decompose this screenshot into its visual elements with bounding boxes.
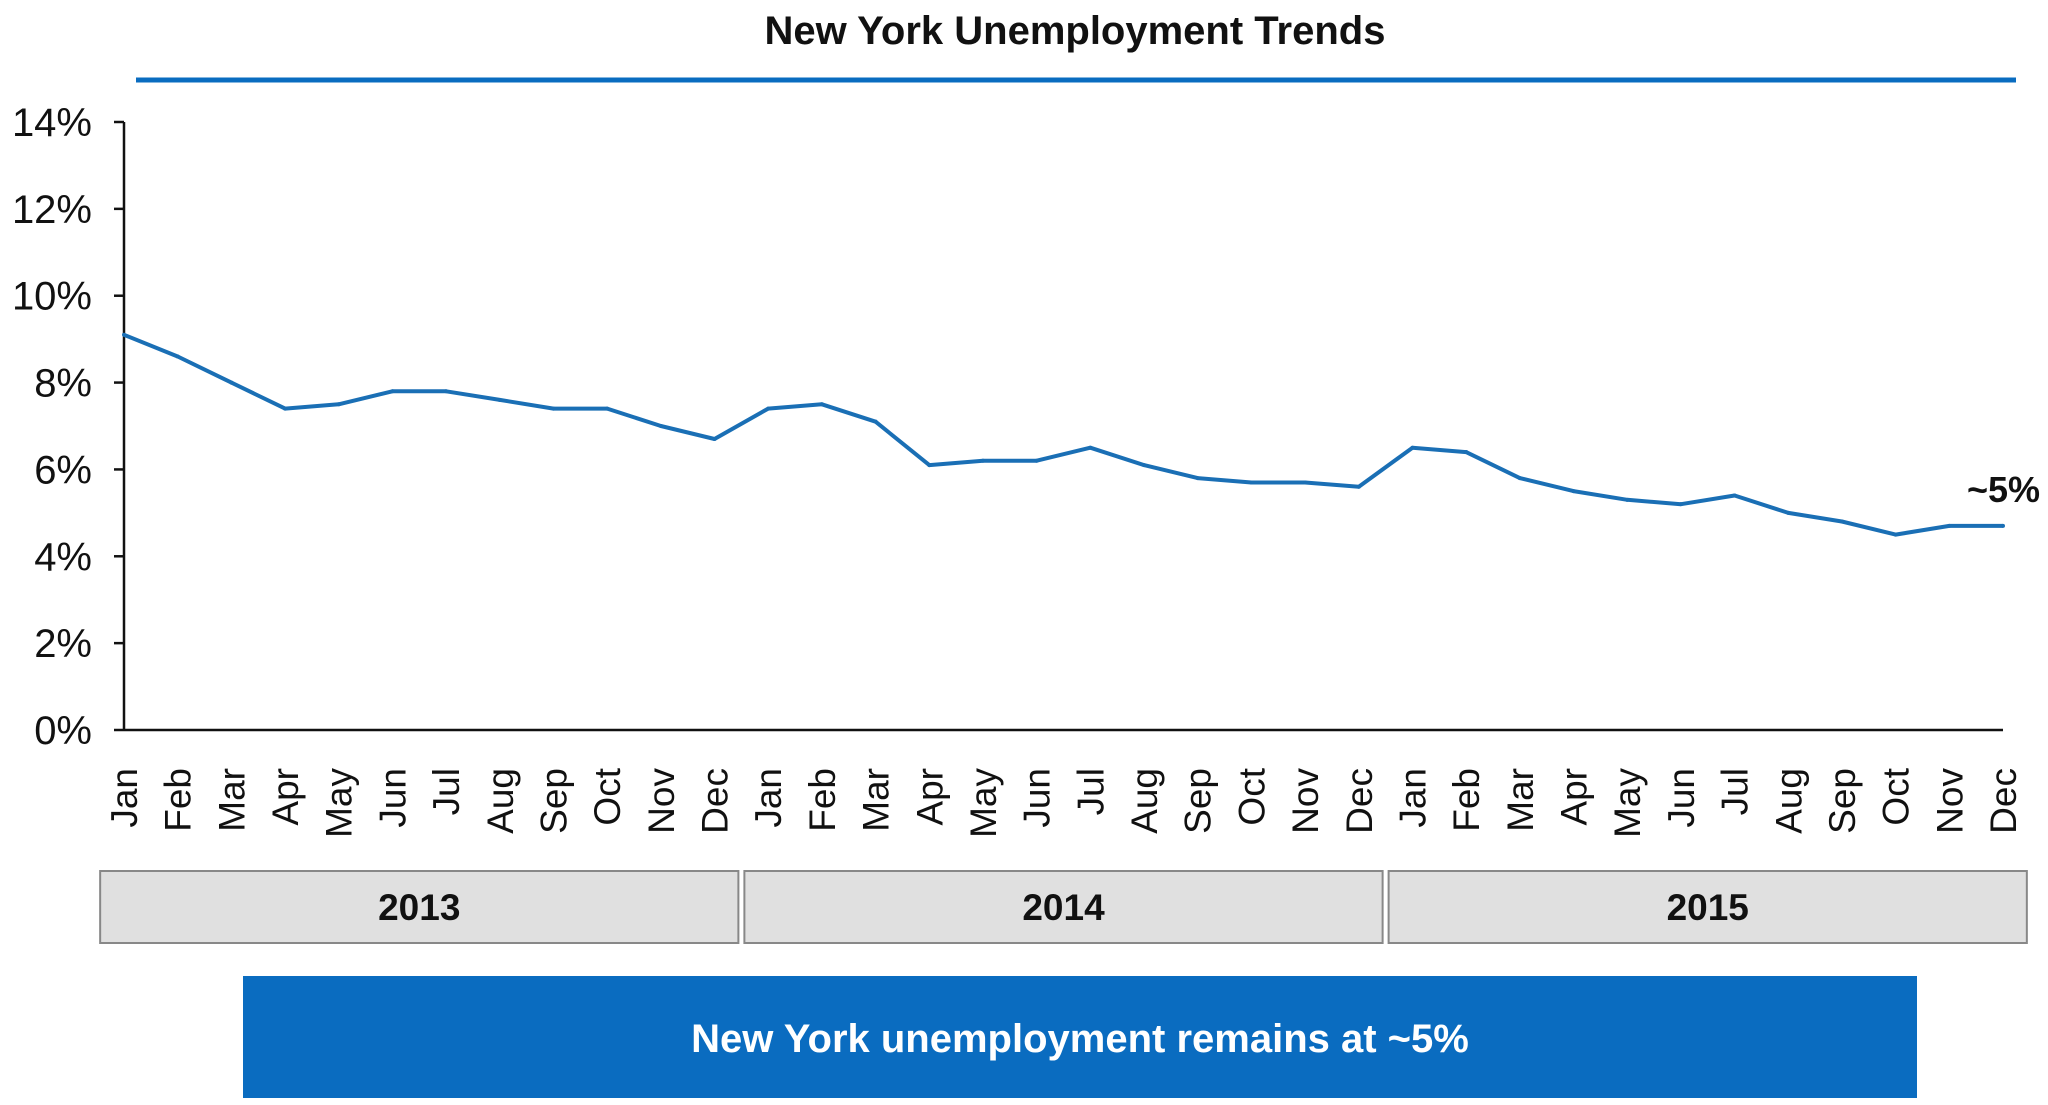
y-tick-label: 14%	[12, 101, 92, 145]
series-line	[123, 332, 2003, 537]
data-point	[1464, 450, 1469, 455]
x-tick-label: Mar	[856, 768, 897, 832]
x-tick-label: Aug	[480, 768, 521, 834]
data-point	[497, 397, 502, 402]
data-point	[122, 332, 126, 337]
x-tick-label: Oct	[1876, 767, 1917, 825]
x-axis: Jan Feb Mar Apr May Jun Jul Aug Sep Oct Nov Dec Jan F…	[104, 728, 2024, 838]
x-tick-label: Feb	[1446, 768, 1487, 832]
data-point	[1571, 489, 1576, 494]
data-point	[1249, 480, 1254, 485]
series-line-group	[122, 332, 2005, 537]
x-tick-label: Dec	[1983, 768, 2024, 834]
x-tick-label: Jan	[1392, 768, 1433, 828]
data-point	[819, 402, 824, 407]
data-point	[605, 406, 610, 411]
x-tick-label: Jul	[426, 768, 467, 815]
y-tick-label: 2%	[34, 622, 92, 666]
data-point	[766, 406, 771, 411]
year-bands: 2013 2014 2015	[99, 870, 2028, 944]
data-point	[283, 406, 288, 411]
year-label: 2014	[1022, 887, 1105, 928]
data-point	[980, 458, 985, 463]
data-point	[1947, 523, 1952, 528]
data-point	[712, 437, 717, 442]
data-point	[336, 402, 341, 407]
y-tick-label: 0%	[34, 709, 92, 753]
data-point	[873, 419, 878, 424]
x-tick-label: May	[1607, 768, 1648, 838]
x-tick-label: Jun	[1661, 768, 1702, 828]
data-point	[1088, 445, 1093, 450]
x-tick-label: Nov	[641, 768, 682, 834]
x-tick-label: Apr	[1554, 768, 1595, 826]
callout-group: New York unemployment remains at ~5%	[243, 976, 1917, 1098]
data-point	[551, 406, 556, 411]
x-tick-label: May	[963, 768, 1004, 838]
data-point	[1410, 445, 1415, 450]
x-tick-label: Jul	[1715, 768, 1756, 815]
x-tick-label: Apr	[265, 768, 306, 826]
y-tick-label: 10%	[12, 275, 92, 319]
year-band	[1387, 870, 2028, 944]
y-tick-label: 12%	[12, 188, 92, 232]
x-tick-label: Oct	[587, 767, 628, 825]
y-tick-label: 6%	[34, 448, 92, 492]
data-point	[1303, 480, 1308, 485]
data-point	[1142, 463, 1147, 468]
data-point	[444, 389, 449, 394]
x-tick-label: Jan	[104, 768, 145, 828]
data-point	[1356, 484, 1361, 489]
x-tick-label: Feb	[158, 768, 199, 832]
year-label: 2015	[1667, 887, 1749, 928]
x-tick-label: Jun	[1017, 768, 1058, 828]
x-tick-label: Mar	[1500, 768, 1541, 832]
data-point	[1625, 497, 1630, 502]
x-tick-label: Oct	[1231, 767, 1272, 825]
annotation-group: ~5%	[1967, 469, 2040, 510]
data-point	[927, 463, 932, 468]
x-tick-label: Feb	[802, 768, 843, 832]
data-point	[390, 389, 395, 394]
x-tick-label: Jan	[748, 768, 789, 828]
x-tick-label: Mar	[211, 768, 252, 832]
data-point	[1517, 476, 1522, 481]
x-tick-label: Sep	[1178, 768, 1219, 834]
year-band	[743, 870, 1384, 944]
data-point	[1786, 510, 1791, 515]
data-point	[1893, 532, 1898, 537]
data-point	[2001, 523, 2005, 528]
callout-text: New York unemployment remains at ~5%	[691, 1017, 1469, 1061]
x-tick-label: Jun	[372, 768, 413, 828]
data-point	[1839, 519, 1844, 524]
x-tick-label: Sep	[533, 768, 574, 834]
x-tick-label: Nov	[1285, 768, 1326, 834]
year-band	[99, 870, 740, 944]
year-label: 2013	[378, 887, 460, 928]
x-tick-label: Aug	[1768, 768, 1809, 834]
data-point	[229, 380, 234, 385]
y-tick-label: 8%	[34, 362, 92, 406]
x-tick-label: Aug	[1124, 768, 1165, 834]
y-axis: 0% 2% 4% 6% 8% 10% 12% 14%	[12, 101, 126, 753]
data-point	[658, 424, 663, 428]
x-tick-label: Dec	[1339, 768, 1380, 834]
data-point	[1195, 476, 1200, 481]
x-tick-label: Dec	[695, 768, 736, 834]
y-tick-label: 4%	[34, 535, 92, 579]
data-point	[1732, 493, 1737, 498]
data-point	[1678, 502, 1683, 507]
callout-box	[243, 976, 1917, 1098]
chart-title: New York Unemployment Trends	[765, 9, 1386, 53]
data-point	[1034, 458, 1039, 463]
x-tick-label: Nov	[1929, 768, 1970, 834]
x-tick-label: Apr	[909, 768, 950, 826]
x-tick-label: May	[319, 768, 360, 838]
x-tick-label: Sep	[1822, 768, 1863, 834]
data-point	[175, 354, 180, 359]
end-annotation: ~5%	[1967, 469, 2040, 510]
x-tick-label: Jul	[1070, 768, 1111, 815]
